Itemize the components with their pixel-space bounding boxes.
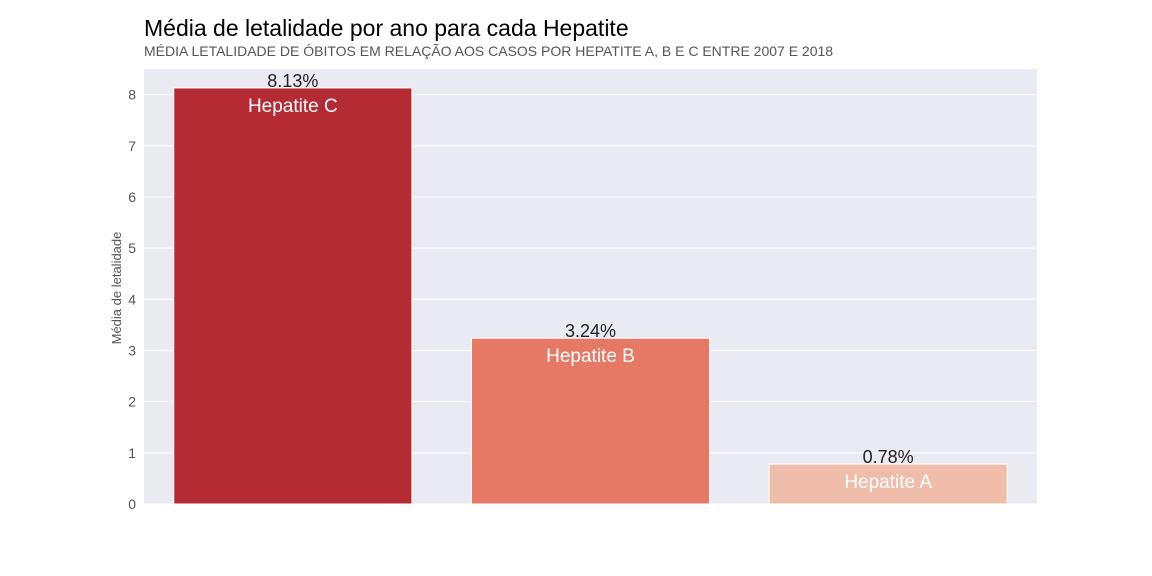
bar-category-label: Hepatite C	[248, 96, 338, 117]
bar-labels: 8.13% Hepatite C 3.24% Hepatite B 0.78% Hepat…	[248, 71, 932, 493]
y-tick-label: 5	[128, 240, 136, 256]
y-tick-label: 2	[128, 394, 136, 410]
bar	[173, 87, 413, 505]
y-tick-label: 7	[128, 138, 136, 154]
bar-value-label: 8.13%	[267, 71, 318, 91]
y-tick-label: 8	[128, 87, 136, 103]
y-tick-label: 3	[128, 342, 136, 358]
y-axis-label: Média de letalidade	[109, 232, 124, 345]
y-tick-label: 6	[128, 189, 136, 205]
bar-value-label: 0.78%	[863, 447, 914, 467]
y-tick-label: 0	[128, 496, 136, 512]
bar-value-label: 3.24%	[565, 321, 616, 341]
bar-category-label: Hepatite A	[844, 472, 932, 493]
chart-title: Média de letalidade por ano para cada He…	[144, 15, 629, 41]
bar-category-label: Hepatite B	[546, 346, 635, 367]
chart-subtitle: MÉDIA LETALIDADE DE ÓBITOS EM RELAÇÃO AO…	[144, 43, 833, 59]
bars	[173, 87, 1008, 505]
y-axis-ticks: 0 1 2 3 4 5 6 7 8	[128, 87, 136, 512]
bar	[470, 337, 711, 505]
y-tick-label: 1	[128, 445, 136, 461]
bar	[768, 463, 1008, 505]
y-tick-label: 4	[128, 291, 136, 307]
